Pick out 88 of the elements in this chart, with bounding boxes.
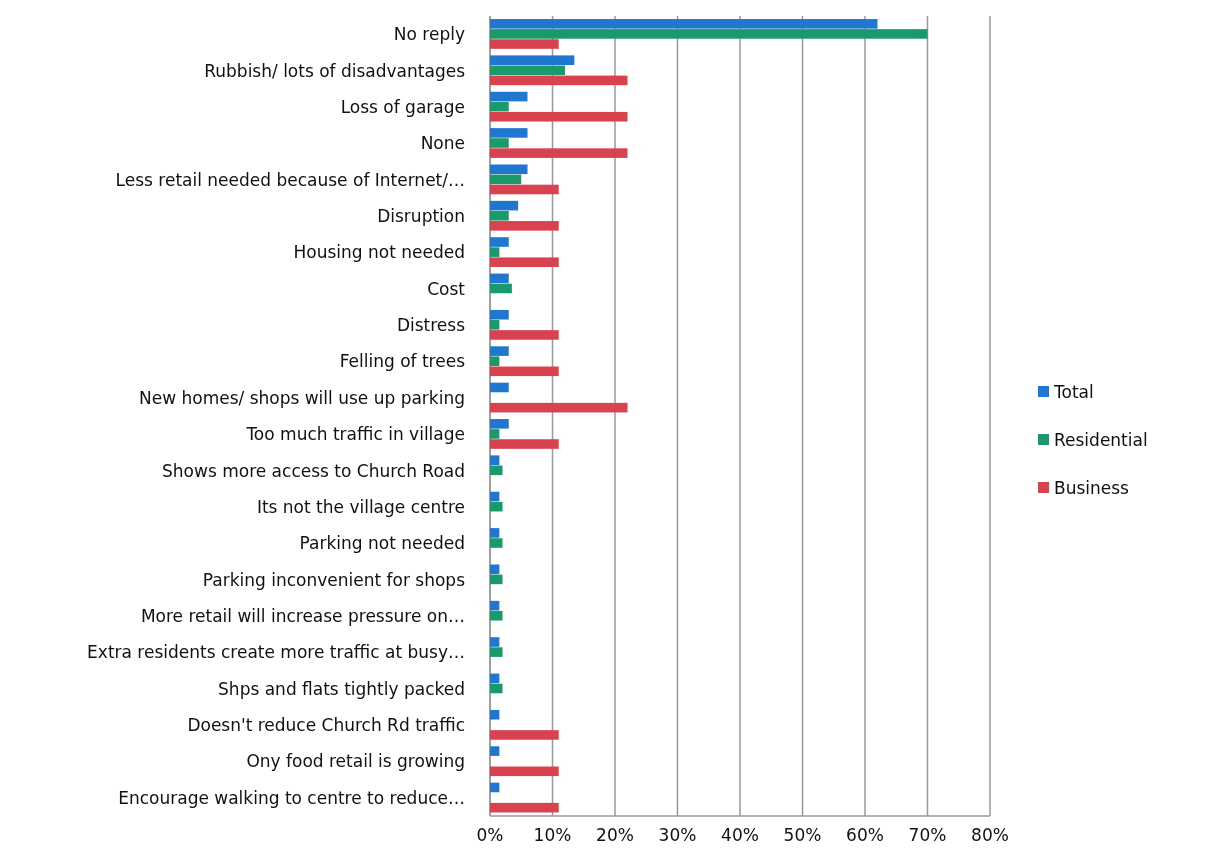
y-tick-label: Felling of trees [339, 351, 466, 372]
bar [490, 465, 503, 476]
bar [490, 730, 559, 740]
bar [490, 39, 559, 49]
bar [490, 237, 509, 247]
bar [490, 610, 503, 621]
y-tick-label: Loss of garage [340, 96, 465, 117]
bar [490, 683, 503, 694]
bar [490, 29, 928, 39]
legend-label: Residential [1054, 430, 1148, 450]
y-tick-label: Cost [427, 278, 466, 299]
bar [490, 75, 628, 86]
y-tick-label: Ony food retail is growing [246, 751, 465, 772]
bar [490, 802, 559, 813]
bar [490, 574, 503, 585]
y-tick-label: None [420, 133, 465, 154]
x-tick-label: 40% [721, 825, 759, 845]
bar [490, 709, 500, 720]
bar [490, 273, 509, 284]
bar [490, 538, 503, 548]
bar [490, 257, 559, 268]
y-tick-label: Rubbish/ lots of disadvantages [204, 60, 466, 81]
bar [490, 673, 500, 684]
bar [490, 346, 509, 356]
y-tick-label: Housing not needed [293, 242, 465, 263]
y-tick-label: Doesn't reduce Church Rd traffic [187, 715, 465, 736]
bar [490, 221, 559, 231]
y-tick-label: Parking inconvenient for shops [202, 569, 466, 590]
bar [490, 382, 509, 393]
bar [490, 528, 500, 538]
bar [490, 148, 628, 158]
y-tick-label: Distress [396, 315, 466, 336]
bar [490, 164, 528, 175]
y-tick-label: Less retail needed because of Internet/… [115, 169, 465, 190]
bar [490, 419, 509, 429]
bar [490, 600, 500, 611]
bar [490, 247, 500, 257]
bar [490, 101, 509, 112]
y-tick-label: Too much traffic in village [245, 424, 465, 445]
bar [490, 366, 559, 377]
bar [490, 210, 509, 221]
bar [490, 439, 559, 449]
y-tick-label: Its not the village centre [256, 496, 465, 517]
y-tick-label: Disruption [377, 206, 465, 226]
bar [490, 330, 559, 340]
x-tick-label: 60% [846, 825, 884, 845]
bar [490, 782, 500, 793]
bar [490, 637, 500, 647]
bar [490, 647, 503, 657]
bar [490, 283, 512, 294]
y-tick-label: Shows more access to Church Road [162, 460, 465, 481]
bar [490, 455, 500, 465]
bar [490, 320, 500, 330]
bar [490, 356, 500, 366]
x-tick-label: 50% [783, 825, 822, 845]
y-tick-label: No reply [393, 24, 465, 45]
x-tick-label: 70% [908, 825, 947, 845]
x-tick-label: 10% [533, 825, 572, 845]
bar [490, 65, 565, 76]
bar [490, 501, 503, 512]
bar [490, 184, 559, 195]
bar [490, 174, 522, 185]
y-tick-label: Encourage walking to centre to reduce… [118, 787, 465, 808]
bar [490, 200, 519, 211]
bar [490, 55, 575, 65]
x-tick-label: 30% [658, 825, 697, 845]
bar [490, 19, 878, 29]
y-tick-label: Shps and flats tightly packed [218, 678, 465, 699]
bar [490, 309, 509, 320]
y-tick-label: Parking not needed [299, 533, 465, 554]
y-tick-label: More retail will increase pressure on… [140, 606, 465, 626]
bar [490, 766, 559, 777]
bar [490, 111, 628, 122]
x-tick-label: 20% [596, 825, 634, 845]
bar [490, 746, 500, 756]
bar [490, 91, 528, 102]
y-tick-label: New homes/ shops will use up parking [138, 387, 465, 408]
bar [490, 402, 628, 413]
bar [490, 564, 500, 575]
x-tick-label: 0% [476, 825, 504, 845]
x-tick-label: 80% [971, 825, 1009, 845]
legend-label: Total [1053, 382, 1094, 402]
bar [490, 138, 509, 148]
bar [490, 128, 528, 138]
bar [490, 429, 500, 439]
legend-label: Business [1054, 478, 1130, 498]
bar [490, 491, 500, 502]
y-tick-label: Extra residents create more traffic at busy… [87, 642, 465, 663]
